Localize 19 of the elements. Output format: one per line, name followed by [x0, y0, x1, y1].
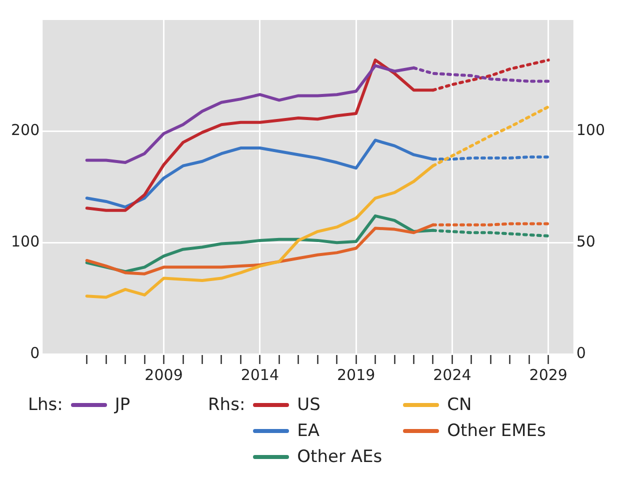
y-tick-label: 100 [10, 232, 40, 251]
x-tick-label: 2019 [336, 366, 376, 384]
y2-tick-label: 100 [576, 121, 606, 140]
text: Lhs: [28, 394, 63, 417]
y2-tick-label: 50 [576, 232, 596, 251]
y2-tick-label: 0 [576, 344, 586, 362]
legend-label: JP [114, 395, 130, 415]
x-tick-label: 2024 [433, 366, 472, 384]
y-tick-label: 0 [30, 344, 40, 362]
x-tick-label: 2009 [144, 366, 183, 384]
legend-label: Other AEs [297, 447, 382, 467]
text: Rhs: [208, 394, 246, 417]
y-tick-label: 200 [10, 121, 40, 140]
x-tick-label: 2014 [240, 366, 280, 384]
x-tick-label: 2029 [529, 366, 568, 384]
legend-label: Other EMEs [447, 421, 546, 441]
legend-label: CN [447, 395, 472, 415]
legend-label: EA [297, 421, 320, 441]
legend-label: US [297, 395, 320, 415]
